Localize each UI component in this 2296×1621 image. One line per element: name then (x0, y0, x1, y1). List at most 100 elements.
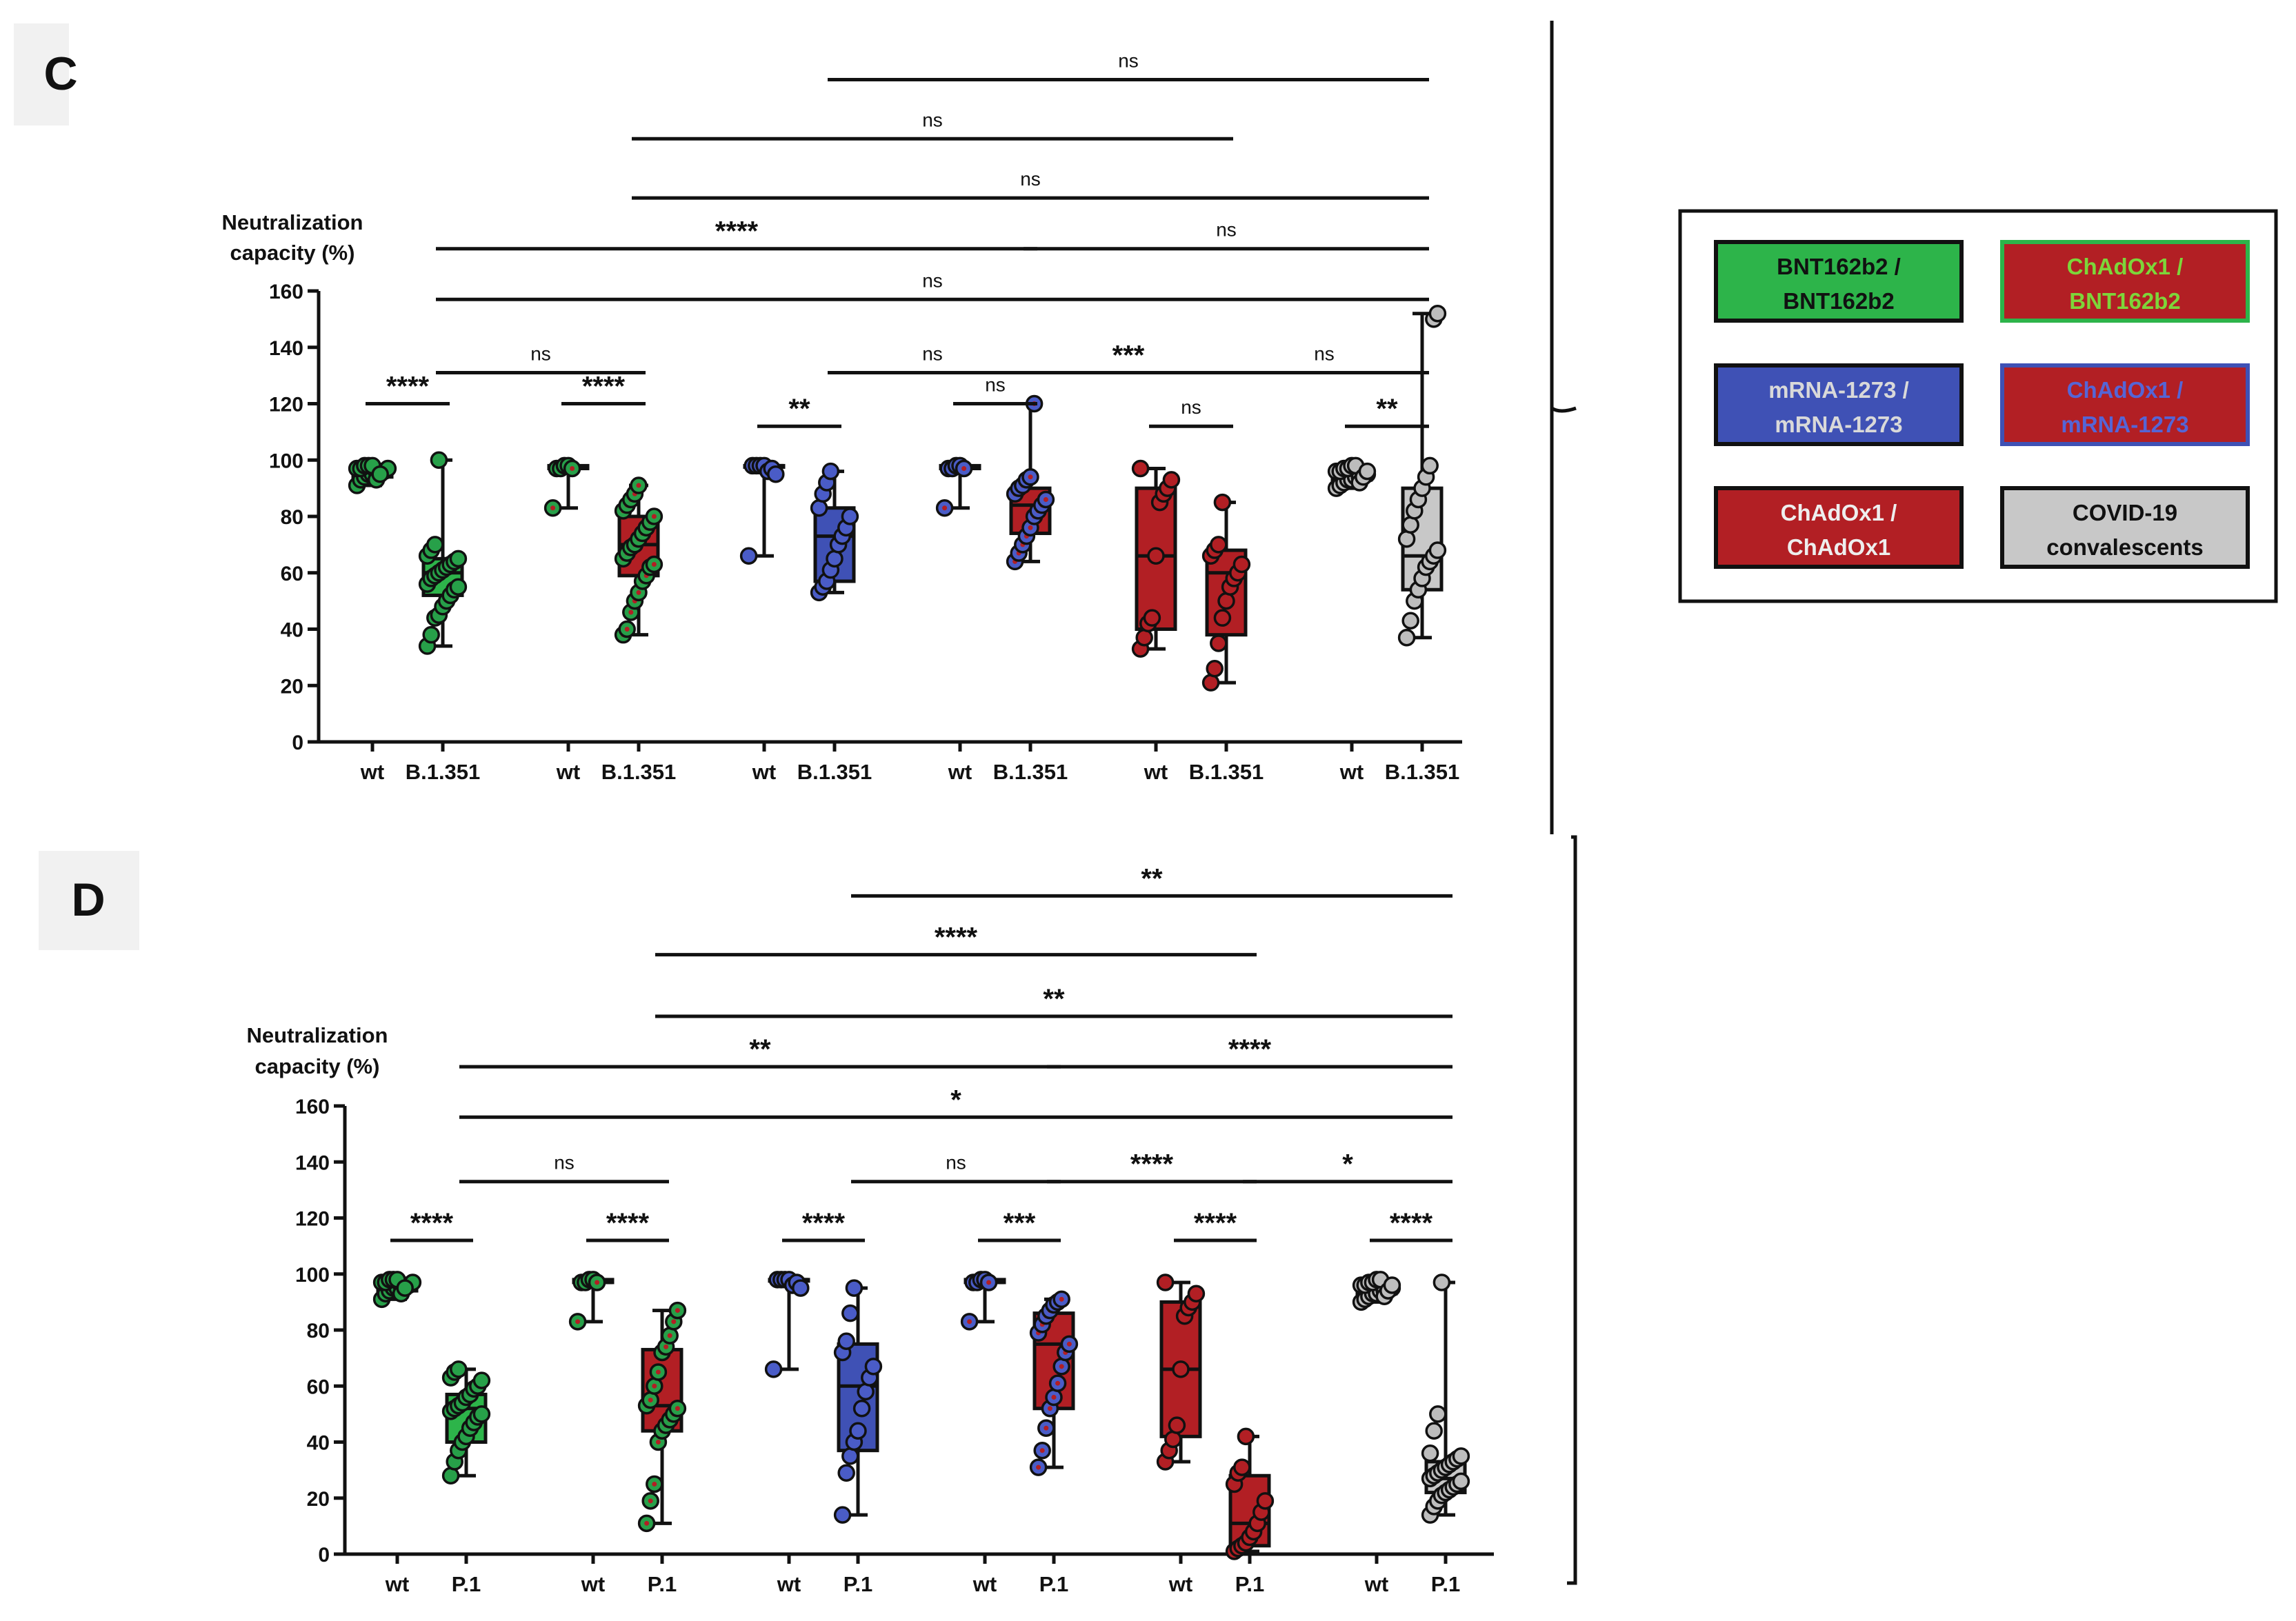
y-tick-label: 0 (318, 1544, 330, 1567)
data-point (1206, 659, 1224, 678)
ylabel-c-line1: Neutralization (222, 210, 363, 234)
significance-label: **** (1194, 1208, 1237, 1238)
data-point-center (675, 1308, 680, 1313)
panel-label-c: C (14, 23, 78, 125)
data-point-center (651, 561, 657, 567)
significance-label: **** (410, 1208, 454, 1238)
y-tick-label: 80 (281, 506, 303, 529)
data-point-center (1055, 1380, 1061, 1386)
data-point (1172, 1360, 1190, 1378)
data-point (1131, 459, 1150, 478)
data-point-center (575, 1319, 581, 1325)
significance-label: * (1342, 1149, 1353, 1180)
data-point (449, 578, 468, 596)
y-tick-label: 140 (269, 337, 303, 360)
data-point (396, 1279, 414, 1297)
data-point (852, 1400, 871, 1418)
data-point-center (942, 505, 948, 511)
significance-label: ** (1141, 863, 1163, 894)
data-point-center (652, 1481, 657, 1487)
data-point (1162, 471, 1181, 489)
data-point (833, 1506, 852, 1524)
data-point-center (1028, 525, 1033, 530)
legend-line1-0: BNT162b2 / (1777, 254, 1901, 279)
x-tick-label: B.1.351 (797, 760, 872, 784)
significance-label: **** (935, 923, 978, 953)
data-point-center (986, 1280, 992, 1285)
significance-label: *** (1004, 1208, 1036, 1238)
data-point-center (1059, 1364, 1064, 1369)
data-point (1147, 547, 1165, 565)
data-point (1383, 1276, 1401, 1294)
panel-label-d-text: D (71, 874, 105, 926)
data-point (426, 536, 444, 554)
legend-line2-1: BNT162b2 (2069, 288, 2180, 314)
data-point (792, 1279, 810, 1297)
legend-swatch-5 (2004, 490, 2246, 565)
x-tick-label: B.1.351 (1385, 760, 1460, 784)
significance-label: ns (1118, 50, 1139, 71)
data-point (1213, 493, 1232, 512)
data-point (767, 465, 785, 483)
data-point (1428, 541, 1447, 559)
y-tick-label: 80 (307, 1320, 330, 1342)
data-point (837, 1332, 855, 1350)
data-point (1233, 1458, 1251, 1476)
x-tick-label: wt (581, 1572, 605, 1596)
y-tick-label: 40 (307, 1432, 330, 1455)
legend-swatch-2 (1718, 368, 1959, 442)
y-tick-label: 60 (307, 1376, 330, 1398)
significance-label: ns (922, 109, 943, 130)
legend-line2-4: ChAdOx1 (1787, 534, 1890, 560)
data-point-center (644, 1520, 650, 1526)
legend-swatch-3 (2004, 368, 2246, 442)
data-point (371, 465, 389, 483)
panel-label-c-text: C (43, 48, 77, 100)
x-tick-label: wt (1339, 760, 1364, 784)
significance-label: **** (1130, 1149, 1174, 1180)
data-point-center (1059, 1296, 1064, 1302)
x-tick-label: P.1 (843, 1572, 873, 1596)
data-point (1232, 555, 1251, 574)
data-point-center (570, 466, 575, 472)
data-point (837, 1464, 855, 1482)
data-point (422, 625, 440, 644)
panel-label-d: D (39, 851, 139, 950)
x-tick-label: B.1.351 (601, 760, 677, 784)
data-point-center (1028, 474, 1033, 480)
significance-label: ns (554, 1152, 575, 1174)
significance-label: ** (749, 1034, 771, 1065)
data-point (1210, 634, 1228, 652)
data-point (449, 550, 468, 568)
data-point (1421, 456, 1439, 475)
x-tick-label: P.1 (1235, 1572, 1265, 1596)
data-point (1452, 1472, 1470, 1491)
data-point (1187, 1285, 1206, 1302)
x-tick-label: wt (777, 1572, 801, 1596)
data-point (841, 1447, 859, 1465)
y-tick-label: 120 (269, 394, 303, 416)
data-point (1156, 1273, 1175, 1291)
significance-label: **** (715, 217, 759, 247)
data-point-center (1066, 1341, 1072, 1347)
significance-label: ns (922, 343, 943, 365)
x-tick-label: wt (556, 760, 580, 784)
data-point-center (628, 610, 634, 615)
data-point-center (675, 1406, 680, 1411)
data-point (1164, 1430, 1182, 1449)
data-point-center (648, 1498, 653, 1504)
legend-line1-2: mRNA-1273 / (1768, 377, 1909, 403)
data-point (810, 499, 828, 517)
significance-label: ns (1181, 396, 1201, 418)
x-tick-label: B.1.351 (406, 760, 481, 784)
x-tick-label: wt (972, 1572, 997, 1596)
legend-line2-2: mRNA-1273 (1775, 412, 1902, 437)
data-point-center (1039, 1448, 1045, 1453)
bracket-c (1550, 21, 1577, 834)
legend-line1-1: ChAdOx1 / (2067, 254, 2184, 279)
legend-swatch-4 (1718, 490, 1959, 565)
data-point (845, 1279, 864, 1297)
data-point (826, 550, 843, 568)
significance-label: ns (946, 1152, 966, 1174)
significance-label: ns (530, 343, 551, 365)
